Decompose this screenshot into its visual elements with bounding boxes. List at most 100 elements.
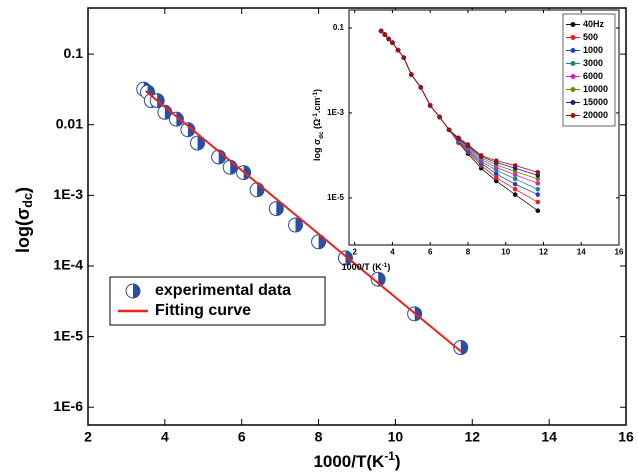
data-point <box>570 100 576 105</box>
series-line <box>145 90 462 353</box>
legend-label: 10000 <box>583 84 608 94</box>
y-axis-label-part: -1 <box>312 113 319 119</box>
x-tick-label: 12 <box>539 247 548 256</box>
data-point <box>570 61 576 66</box>
y-axis-label-part: (Ω <box>312 119 322 132</box>
y-axis-label-part: ) <box>13 187 33 193</box>
data-point <box>535 192 541 197</box>
data-point <box>168 111 184 127</box>
marker-half <box>230 160 238 175</box>
legend: experimental data Fitting curve <box>109 276 326 326</box>
data-point <box>512 186 518 192</box>
data-point <box>478 153 484 158</box>
legend-label: 6000 <box>583 71 603 81</box>
data-point <box>570 48 576 53</box>
marker <box>512 186 518 192</box>
data-point <box>378 28 384 34</box>
marker <box>535 192 541 197</box>
data-point <box>512 181 518 187</box>
marker <box>570 48 576 53</box>
marker <box>390 40 395 46</box>
marker <box>395 47 401 53</box>
marker <box>456 135 461 141</box>
data-point <box>453 340 469 356</box>
x-tick-label: 12 <box>464 428 480 444</box>
x-tick-label: 2 <box>84 428 92 444</box>
x-tick-label: 8 <box>466 247 471 256</box>
x-tick-label: 4 <box>390 247 395 256</box>
marker <box>418 85 424 90</box>
legend-label: 40Hz <box>583 19 605 29</box>
data-point <box>535 199 541 205</box>
x-tick-label: 6 <box>428 247 433 256</box>
x-tick-label: 10 <box>388 428 404 444</box>
data-point <box>570 35 576 40</box>
data-point <box>409 72 414 77</box>
data-point <box>288 217 304 233</box>
marker <box>446 127 452 133</box>
data-point <box>535 208 541 214</box>
marker <box>570 87 576 92</box>
data-point <box>395 47 401 53</box>
data-point <box>570 74 576 79</box>
marker-half <box>276 201 284 216</box>
marker <box>570 113 576 118</box>
marker <box>401 55 407 60</box>
legend-label: 3000 <box>583 58 603 68</box>
y-tick-label: 1E-3 <box>327 108 344 117</box>
data-point <box>535 181 541 186</box>
legend-label: 1000 <box>583 45 603 55</box>
inset-chart: 2 4 6 8 10 12 14 16 1E-5 1E-3 0.1 40Hz 500 1000 3000 60… <box>327 9 624 256</box>
y-axis-label-part: log σ <box>312 139 322 161</box>
data-point <box>190 135 206 151</box>
y-axis-label-part: dc <box>318 131 325 139</box>
y-tick-label: 1E-5 <box>327 193 344 202</box>
y-tick-label: 1E-3 <box>53 186 83 202</box>
x-axis-label-part: 1000/T(K <box>313 452 385 471</box>
y-axis-label: log(σdc) <box>13 187 36 253</box>
y-axis-label-part: ) <box>312 89 322 92</box>
y-tick-label: 0.1 <box>333 23 345 32</box>
data-point <box>512 163 518 168</box>
y-tick-label: 1E-5 <box>53 327 83 343</box>
x-axis-label-part: ) <box>395 452 401 471</box>
legend-label: 15000 <box>583 97 608 107</box>
x-tick-label: 14 <box>541 428 557 444</box>
data-point <box>570 22 576 27</box>
y-tick-label: 1E-6 <box>53 398 83 414</box>
x-axis-label: 1000/T(K-1) <box>313 449 400 471</box>
marker <box>512 163 518 168</box>
data-point <box>456 135 461 141</box>
data-point <box>390 40 395 46</box>
marker-half <box>378 272 386 287</box>
data-point <box>437 114 442 120</box>
data-point <box>427 103 433 108</box>
marker <box>437 114 442 120</box>
data-point <box>418 85 424 90</box>
data-point <box>249 182 265 198</box>
data-point <box>535 186 541 192</box>
marker <box>378 28 384 34</box>
x-axis-label-part: 1000/T (K <box>342 262 383 272</box>
marker <box>512 181 518 187</box>
y-tick-label: 1E-4 <box>53 257 83 273</box>
data-point <box>493 171 499 177</box>
marker <box>535 170 541 175</box>
marker <box>493 175 499 180</box>
marker-half <box>133 284 140 298</box>
data-point <box>493 175 499 180</box>
data-point <box>570 113 576 118</box>
marker <box>535 181 541 186</box>
marker <box>535 208 541 214</box>
marker <box>493 171 499 177</box>
x-axis-label-part: -1 <box>384 449 395 463</box>
data-point <box>465 142 471 147</box>
marker <box>535 199 541 205</box>
marker <box>535 176 541 182</box>
y-axis-label-part: -1 <box>312 92 319 98</box>
marker <box>570 35 576 40</box>
data-point <box>493 158 499 164</box>
inset-x-axis-label: 1000/T (K-1) <box>342 262 391 273</box>
x-tick-label: 4 <box>161 428 169 444</box>
